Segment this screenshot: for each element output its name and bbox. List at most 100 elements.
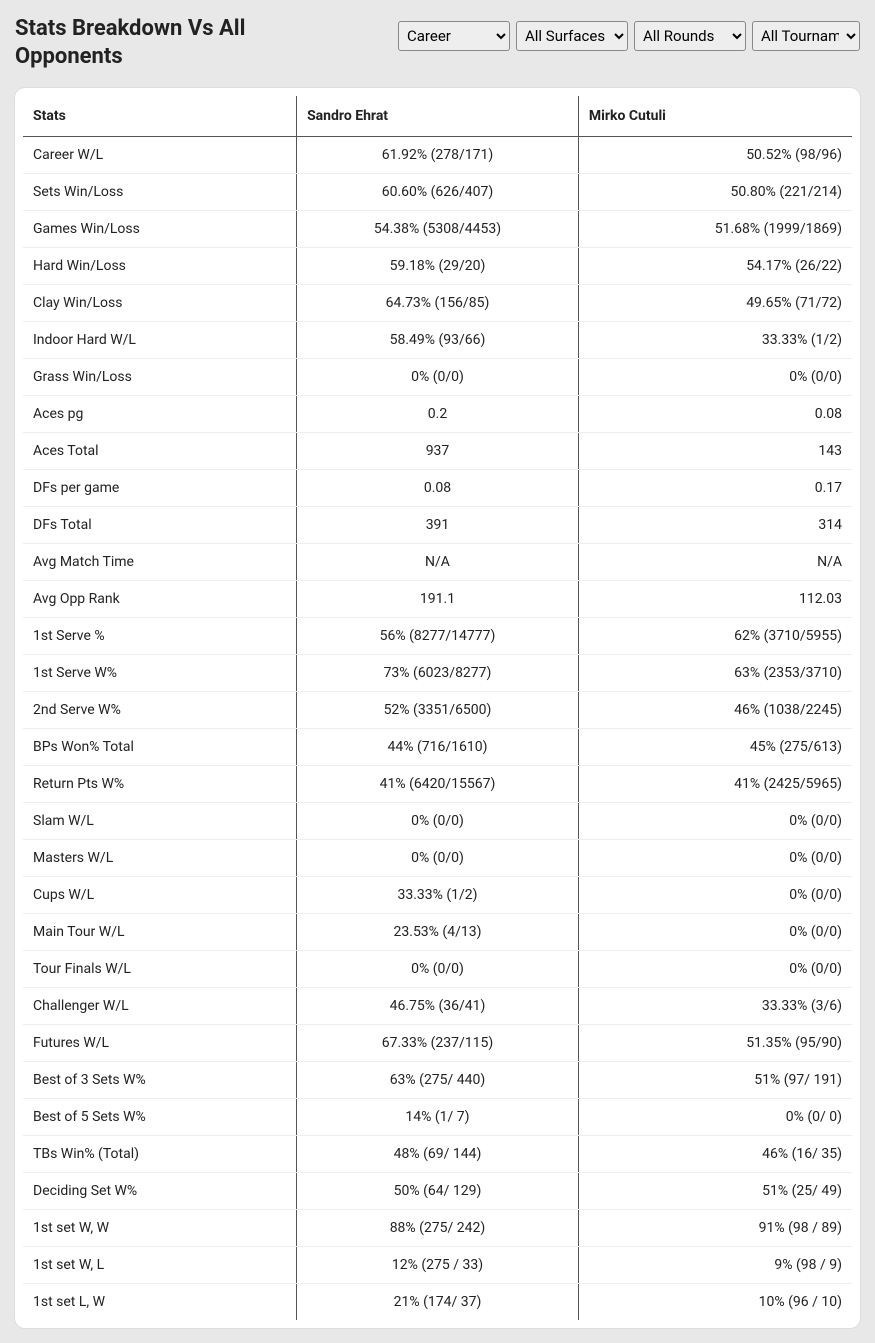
stat-p2-value: N/A <box>578 544 852 581</box>
stat-label: Main Tour W/L <box>23 914 297 951</box>
table-row: Main Tour W/L23.53% (4/13)0% (0/0) <box>23 914 852 951</box>
stat-label: Best of 3 Sets W% <box>23 1062 297 1099</box>
stat-p2-value: 63% (2353/3710) <box>578 655 852 692</box>
stat-p1-value: 0.2 <box>297 396 579 433</box>
table-row: Challenger W/L46.75% (36/41)33.33% (3/6) <box>23 988 852 1025</box>
table-row: 1st set W, L12% (275 / 33)9% (98 / 9) <box>23 1247 852 1284</box>
stat-label: Futures W/L <box>23 1025 297 1062</box>
table-row: Slam W/L0% (0/0)0% (0/0) <box>23 803 852 840</box>
stats-card: Stats Sandro Ehrat Mirko Cutuli Career W… <box>15 88 860 1328</box>
stat-p1-value: 0% (0/0) <box>297 951 579 988</box>
table-row: BPs Won% Total44% (716/1610)45% (275/613… <box>23 729 852 766</box>
stat-p1-value: 0% (0/0) <box>297 359 579 396</box>
table-row: Hard Win/Loss59.18% (29/20)54.17% (26/22… <box>23 248 852 285</box>
stat-p2-value: 46% (1038/2245) <box>578 692 852 729</box>
table-row: Avg Match TimeN/AN/A <box>23 544 852 581</box>
stat-p1-value: 191.1 <box>297 581 579 618</box>
stat-label: Indoor Hard W/L <box>23 322 297 359</box>
stat-p2-value: 0% (0/0) <box>578 840 852 877</box>
stat-label: Challenger W/L <box>23 988 297 1025</box>
table-row: Grass Win/Loss0% (0/0)0% (0/0) <box>23 359 852 396</box>
stat-p1-value: 0.08 <box>297 470 579 507</box>
stat-p2-value: 50.80% (221/214) <box>578 174 852 211</box>
stat-p2-value: 0% (0/0) <box>578 877 852 914</box>
stat-p1-value: 50% (64/ 129) <box>297 1173 579 1210</box>
table-row: Best of 5 Sets W%14% (1/ 7)0% (0/ 0) <box>23 1099 852 1136</box>
stat-label: TBs Win% (Total) <box>23 1136 297 1173</box>
stat-label: 2nd Serve W% <box>23 692 297 729</box>
table-row: Sets Win/Loss60.60% (626/407)50.80% (221… <box>23 174 852 211</box>
stat-p2-value: 51.68% (1999/1869) <box>578 211 852 248</box>
stat-p1-value: 44% (716/1610) <box>297 729 579 766</box>
filter-bar: Career All Surfaces All Rounds All Tourn… <box>398 15 860 51</box>
stat-p2-value: 0% (0/0) <box>578 951 852 988</box>
table-row: Games Win/Loss54.38% (5308/4453)51.68% (… <box>23 211 852 248</box>
stat-p1-value: 12% (275 / 33) <box>297 1247 579 1284</box>
table-row: Aces Total937143 <box>23 433 852 470</box>
stat-label: Clay Win/Loss <box>23 285 297 322</box>
table-row: DFs Total391314 <box>23 507 852 544</box>
stat-label: Masters W/L <box>23 840 297 877</box>
stat-label: Sets Win/Loss <box>23 174 297 211</box>
stat-label: 1st Serve W% <box>23 655 297 692</box>
table-row: 1st set L, W21% (174/ 37)10% (96 / 10) <box>23 1284 852 1321</box>
filter-round[interactable]: All Rounds <box>634 21 746 51</box>
stat-p2-value: 51% (97/ 191) <box>578 1062 852 1099</box>
col-stat: Stats <box>23 96 297 137</box>
stat-p1-value: 0% (0/0) <box>297 840 579 877</box>
col-player2: Mirko Cutuli <box>578 96 852 137</box>
stat-p1-value: 88% (275/ 242) <box>297 1210 579 1247</box>
stat-p2-value: 0% (0/0) <box>578 359 852 396</box>
stat-label: Deciding Set W% <box>23 1173 297 1210</box>
stat-label: DFs per game <box>23 470 297 507</box>
stat-label: 1st set L, W <box>23 1284 297 1321</box>
stat-label: BPs Won% Total <box>23 729 297 766</box>
stat-label: Games Win/Loss <box>23 211 297 248</box>
stat-label: Cups W/L <box>23 877 297 914</box>
stat-p2-value: 45% (275/613) <box>578 729 852 766</box>
stat-p2-value: 33.33% (1/2) <box>578 322 852 359</box>
stat-p1-value: 48% (69/ 144) <box>297 1136 579 1173</box>
table-row: DFs per game0.080.17 <box>23 470 852 507</box>
stat-p2-value: 0% (0/0) <box>578 914 852 951</box>
stat-label: Aces Total <box>23 433 297 470</box>
stat-p2-value: 41% (2425/5965) <box>578 766 852 803</box>
stat-p2-value: 50.52% (98/96) <box>578 137 852 174</box>
stat-p1-value: 937 <box>297 433 579 470</box>
stat-p1-value: 23.53% (4/13) <box>297 914 579 951</box>
table-row: Career W/L61.92% (278/171)50.52% (98/96) <box>23 137 852 174</box>
stat-p1-value: 56% (8277/14777) <box>297 618 579 655</box>
stat-label: 1st set W, L <box>23 1247 297 1284</box>
stat-label: 1st set W, W <box>23 1210 297 1247</box>
table-row: Best of 3 Sets W%63% (275/ 440)51% (97/ … <box>23 1062 852 1099</box>
stat-label: Avg Match Time <box>23 544 297 581</box>
filter-surface[interactable]: All Surfaces <box>516 21 628 51</box>
stat-p1-value: 59.18% (29/20) <box>297 248 579 285</box>
stat-label: Hard Win/Loss <box>23 248 297 285</box>
table-row: Indoor Hard W/L58.49% (93/66)33.33% (1/2… <box>23 322 852 359</box>
stats-table: Stats Sandro Ehrat Mirko Cutuli Career W… <box>23 96 852 1320</box>
stat-p2-value: 0% (0/0) <box>578 803 852 840</box>
stat-label: Aces pg <box>23 396 297 433</box>
stat-p2-value: 0% (0/ 0) <box>578 1099 852 1136</box>
stat-label: Avg Opp Rank <box>23 581 297 618</box>
stat-p2-value: 62% (3710/5955) <box>578 618 852 655</box>
stat-p1-value: N/A <box>297 544 579 581</box>
stat-p1-value: 61.92% (278/171) <box>297 137 579 174</box>
filter-career[interactable]: Career <box>398 21 510 51</box>
table-row: Masters W/L0% (0/0)0% (0/0) <box>23 840 852 877</box>
table-row: Futures W/L67.33% (237/115)51.35% (95/90… <box>23 1025 852 1062</box>
stat-p2-value: 51.35% (95/90) <box>578 1025 852 1062</box>
stat-p1-value: 33.33% (1/2) <box>297 877 579 914</box>
stat-label: Career W/L <box>23 137 297 174</box>
table-header-row: Stats Sandro Ehrat Mirko Cutuli <box>23 96 852 137</box>
stat-label: 1st Serve % <box>23 618 297 655</box>
table-row: Aces pg0.20.08 <box>23 396 852 433</box>
table-row: 1st Serve %56% (8277/14777)62% (3710/595… <box>23 618 852 655</box>
stat-label: Return Pts W% <box>23 766 297 803</box>
filter-tournament[interactable]: All Tournaments <box>752 21 860 51</box>
stat-p2-value: 143 <box>578 433 852 470</box>
stat-p1-value: 64.73% (156/85) <box>297 285 579 322</box>
stat-p1-value: 67.33% (237/115) <box>297 1025 579 1062</box>
table-row: Return Pts W%41% (6420/15567)41% (2425/5… <box>23 766 852 803</box>
